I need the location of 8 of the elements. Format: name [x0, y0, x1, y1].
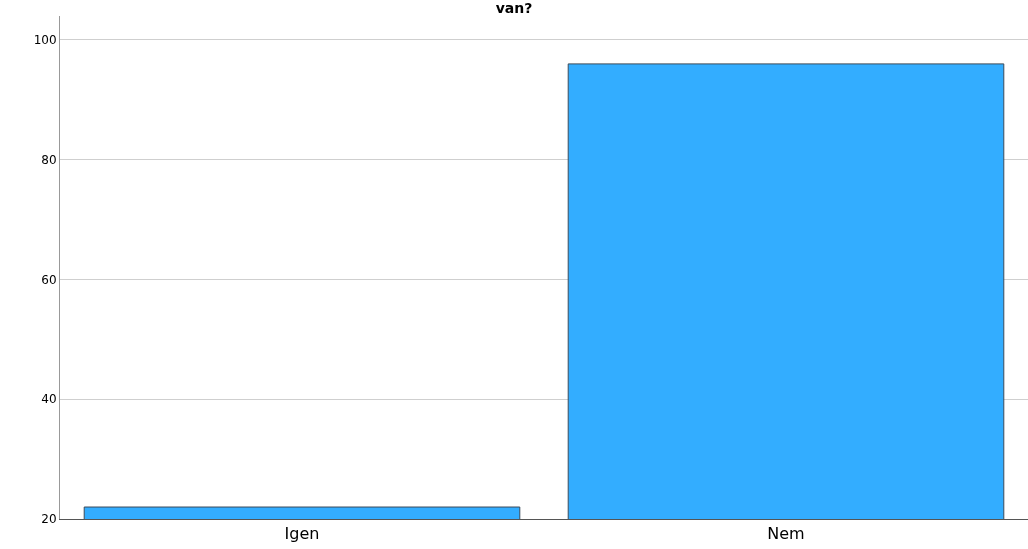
y-tick-label: 40	[41, 392, 57, 407]
x-tick-label: Igen	[284, 524, 320, 544]
x-tick-label: Nem	[767, 524, 805, 544]
y-tick-label: 60	[41, 272, 57, 287]
y-tick-label: 100	[33, 33, 57, 48]
y-tick-label: 20	[41, 512, 57, 527]
y-tick-label: 80	[41, 152, 57, 167]
chart-title: van?	[495, 0, 533, 16]
